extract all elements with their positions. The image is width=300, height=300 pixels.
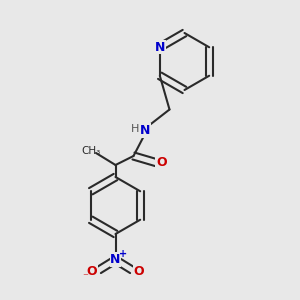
Text: H: H — [131, 124, 139, 134]
Text: N: N — [110, 253, 121, 266]
Text: CH₃: CH₃ — [81, 146, 100, 157]
Text: N: N — [140, 124, 151, 137]
Text: N: N — [154, 41, 165, 54]
Text: O: O — [87, 265, 98, 278]
Text: ⁻: ⁻ — [82, 272, 88, 282]
Text: O: O — [134, 265, 144, 278]
Text: +: + — [119, 249, 127, 259]
Text: O: O — [156, 156, 167, 169]
